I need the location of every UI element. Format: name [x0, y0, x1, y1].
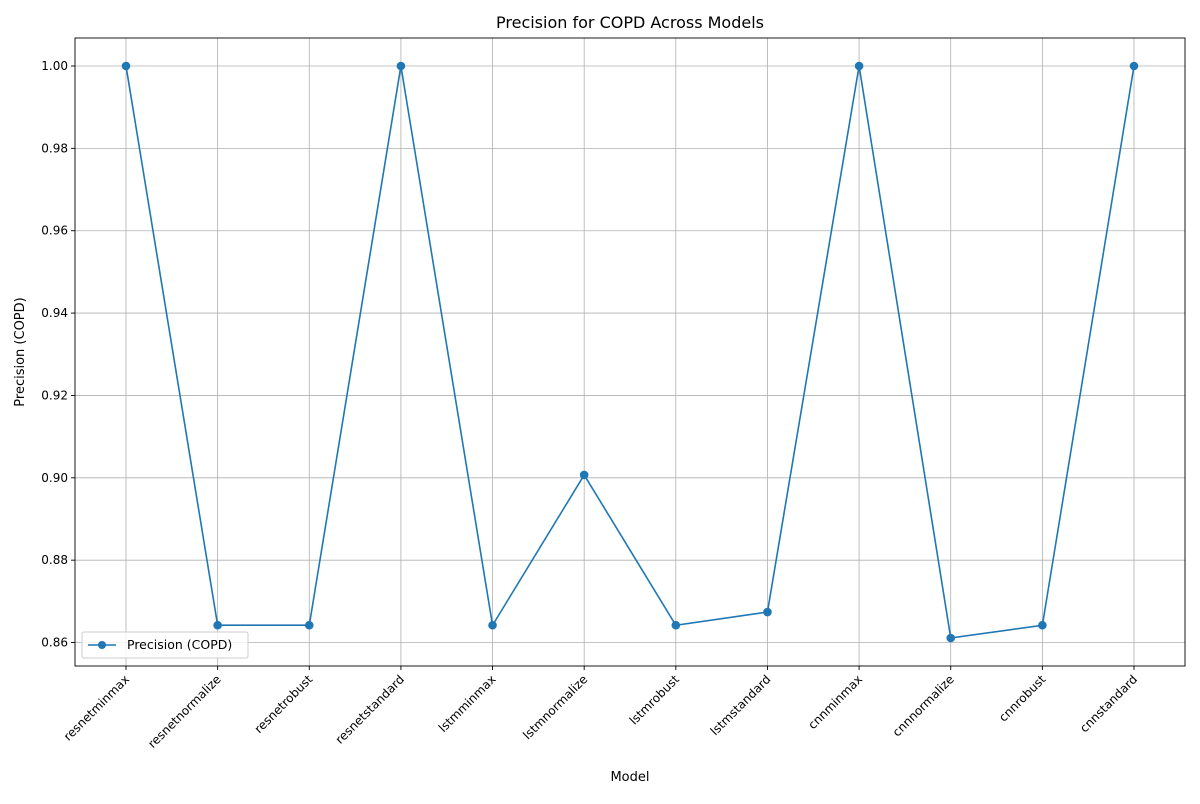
- legend-label: Precision (COPD): [127, 637, 232, 652]
- legend: Precision (COPD): [81, 631, 249, 659]
- y-tick-label: 0.96: [41, 224, 68, 238]
- y-tick-label: 0.88: [41, 553, 68, 567]
- series-layer: [121, 61, 1139, 643]
- data-point: [946, 633, 956, 643]
- y-tick-label: 0.92: [41, 388, 68, 402]
- chart-title: Precision for COPD Across Models: [496, 13, 764, 32]
- y-tick-label: 0.86: [41, 636, 68, 650]
- plot-frame: [74, 37, 1186, 667]
- data-point: [579, 470, 589, 480]
- y-tick-label: 1.00: [41, 59, 68, 73]
- data-point: [1038, 620, 1047, 630]
- data-point: [213, 620, 222, 630]
- x-axis-label: Model: [610, 770, 649, 785]
- data-point: [671, 620, 681, 630]
- data-point: [763, 607, 772, 617]
- data-point: [304, 620, 314, 630]
- data-point: [121, 61, 131, 71]
- y-axis-label: Precision (COPD): [13, 297, 28, 406]
- grid: [75, 38, 1185, 666]
- legend-marker-swatch: [98, 641, 106, 649]
- data-point: [488, 620, 497, 630]
- data-point: [396, 61, 406, 71]
- y-tick-label: 0.94: [41, 306, 68, 320]
- data-point: [854, 61, 864, 71]
- data-point: [1129, 61, 1139, 71]
- y-tick-label: 0.98: [41, 141, 68, 155]
- series-line: [125, 65, 1135, 639]
- legend-box: [81, 631, 249, 659]
- y-tick-label: 0.90: [41, 471, 68, 485]
